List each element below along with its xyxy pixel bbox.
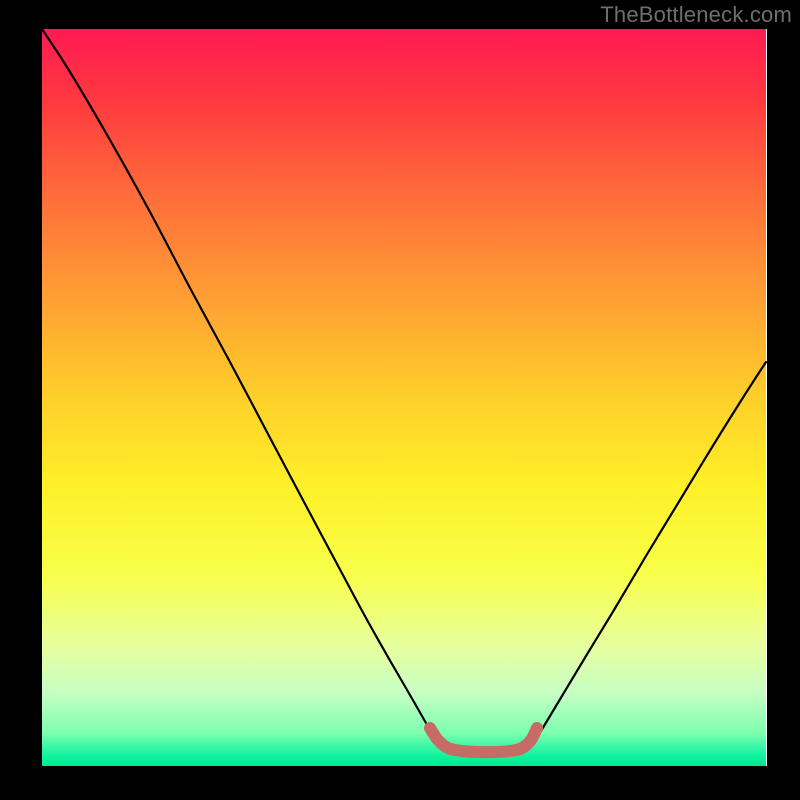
plot-frame-bottom	[0, 766, 800, 800]
plot-area	[42, 29, 766, 766]
plot-frame-left	[0, 0, 42, 800]
watermark-text: TheBottleneck.com	[600, 2, 792, 28]
chart-stage: TheBottleneck.com	[0, 0, 800, 800]
plot-frame-right	[767, 0, 800, 800]
